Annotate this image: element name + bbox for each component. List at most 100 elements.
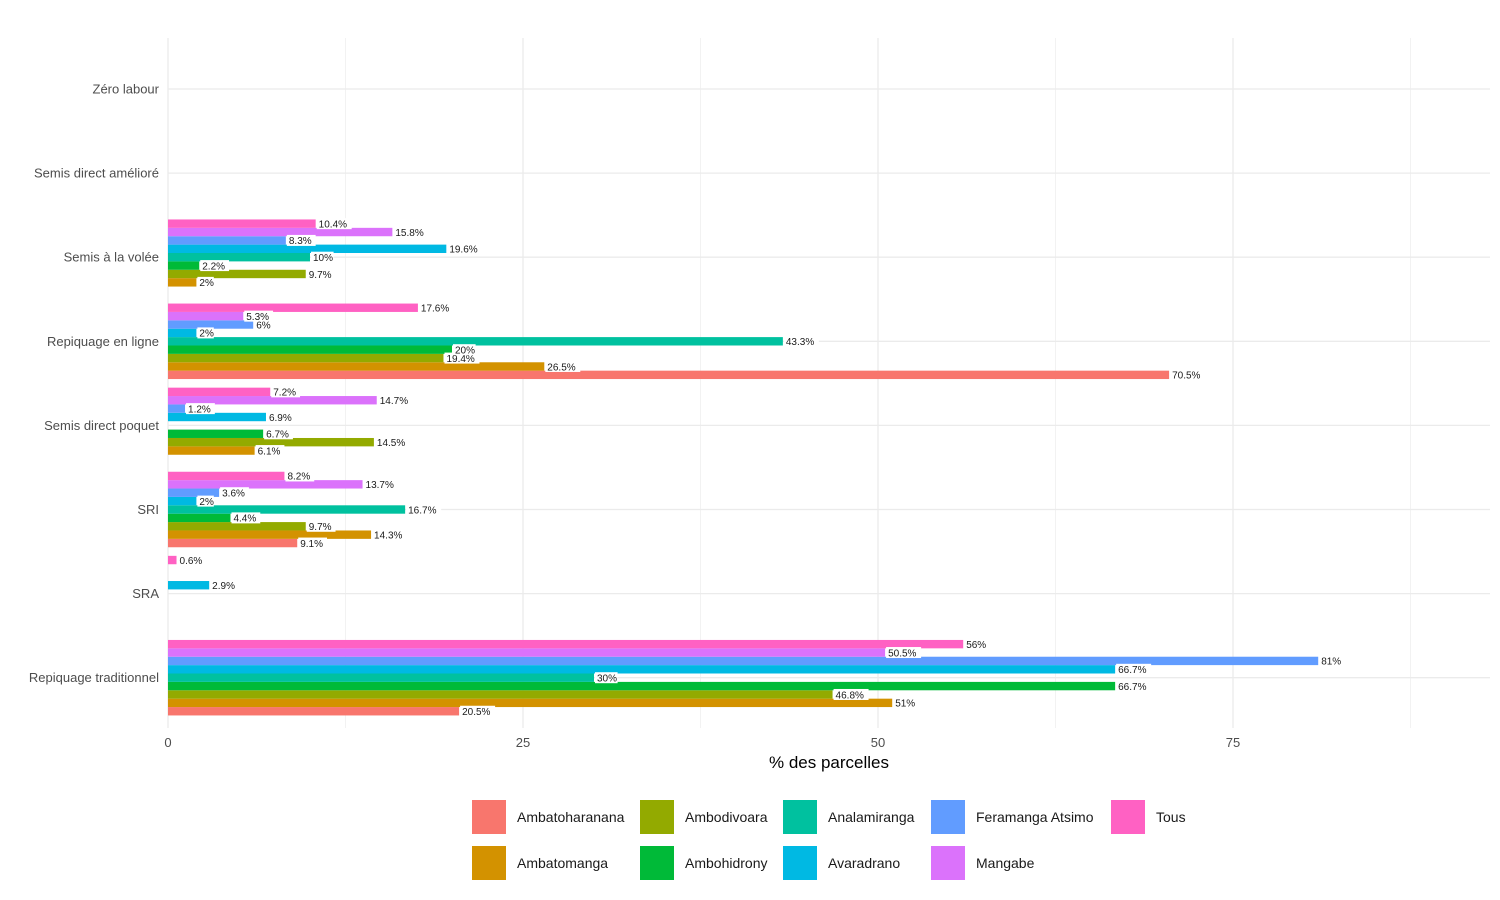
legend-key xyxy=(472,846,506,880)
bar xyxy=(168,227,393,237)
value-label-bg xyxy=(200,260,230,272)
bar xyxy=(168,581,210,590)
value-label-bg xyxy=(374,436,410,448)
value-label: 2% xyxy=(199,497,214,508)
value-label: 5.3% xyxy=(246,312,269,323)
value-label-bg xyxy=(363,478,399,490)
bar xyxy=(168,328,197,338)
value-label-bg xyxy=(264,428,293,440)
value-label-bg xyxy=(311,251,334,263)
legend-item: Avaradrano xyxy=(783,846,900,880)
x-axis-title: % des parcelles xyxy=(769,753,889,772)
y-tick-label: Semis direct poquet xyxy=(44,418,159,433)
bar xyxy=(168,656,1319,666)
legend-key xyxy=(783,800,817,834)
value-label-bg xyxy=(220,487,249,499)
value-label: 6.7% xyxy=(266,430,289,441)
y-tick-label: Semis à la volée xyxy=(64,250,159,265)
value-label: 50.5% xyxy=(888,648,916,659)
value-label-bg xyxy=(286,234,316,246)
value-label: 20.5% xyxy=(462,707,490,718)
bar xyxy=(168,269,306,279)
value-label-bg xyxy=(231,512,261,524)
y-tick-label: SRA xyxy=(132,586,159,601)
value-label-bg xyxy=(833,688,869,700)
value-label: 43.3% xyxy=(786,337,814,348)
legend-label: Ambodivoara xyxy=(685,809,768,825)
value-label-bg xyxy=(1116,663,1152,675)
legend-item: Ambatomanga xyxy=(472,846,608,880)
bar xyxy=(168,446,255,455)
bars-layer xyxy=(168,219,1319,716)
legend-item: Mangabe xyxy=(931,846,1034,880)
bar xyxy=(168,387,271,397)
value-label: 6.9% xyxy=(269,413,292,424)
value-label: 7.2% xyxy=(273,388,296,399)
value-label: 14.5% xyxy=(377,438,405,449)
bar xyxy=(168,278,197,287)
value-label-bg xyxy=(393,226,429,238)
value-label: 0.6% xyxy=(180,556,203,567)
bar xyxy=(168,513,231,523)
value-label: 14.7% xyxy=(380,396,408,407)
value-label-bg xyxy=(285,470,315,482)
value-label-bg xyxy=(197,327,214,339)
value-label-bg xyxy=(886,647,922,659)
bar xyxy=(168,673,594,682)
value-label-bg xyxy=(254,319,271,331)
value-label: 3.6% xyxy=(222,489,245,500)
value-label: 70.5% xyxy=(1172,371,1200,382)
legend-label: Tous xyxy=(1156,809,1186,825)
legend-key xyxy=(931,800,965,834)
bar xyxy=(168,530,372,539)
x-tick-label: 50 xyxy=(871,735,885,750)
value-label: 56% xyxy=(966,640,986,651)
value-label: 2.2% xyxy=(202,261,225,272)
bar xyxy=(168,404,186,413)
value-label-bg xyxy=(298,537,328,549)
value-label: 66.7% xyxy=(1118,665,1146,676)
value-label: 15.8% xyxy=(395,228,423,239)
bar xyxy=(168,496,197,506)
bar xyxy=(168,362,545,371)
value-label: 13.7% xyxy=(366,480,394,491)
value-labels-layer: 2% 9.7% 2.2% 10% 19.6% 8.3% 15.8% 10.4% 70.5% 26.… xyxy=(177,218,1342,718)
x-tick-label: 0 xyxy=(164,735,171,750)
value-label-bg xyxy=(306,268,336,280)
value-label: 9.7% xyxy=(309,270,332,281)
bar xyxy=(168,219,316,228)
value-label-bg xyxy=(377,394,413,406)
value-label: 2% xyxy=(199,329,214,340)
legend-item: Tous xyxy=(1111,800,1186,834)
legend-label: Analamiranga xyxy=(828,809,915,825)
bar xyxy=(168,253,310,262)
value-label: 66.7% xyxy=(1118,682,1146,693)
bar xyxy=(168,353,444,363)
value-label: 6.1% xyxy=(258,446,281,457)
y-tick-label: Semis direct amélioré xyxy=(34,166,159,181)
bar xyxy=(168,505,406,514)
value-label: 81% xyxy=(1321,657,1341,668)
legend-label: Ambohidrony xyxy=(685,855,768,871)
value-label-bg xyxy=(271,386,301,398)
y-tick-label: Repiquage en ligne xyxy=(47,334,159,349)
bar xyxy=(168,471,285,481)
bar xyxy=(168,480,363,489)
legend-key xyxy=(640,846,674,880)
bar xyxy=(168,665,1116,674)
value-label-bg xyxy=(306,520,336,532)
bar xyxy=(168,337,783,346)
value-label-bg xyxy=(197,276,214,288)
legend-key xyxy=(640,800,674,834)
bar xyxy=(168,236,286,245)
value-label-bg xyxy=(1116,680,1152,692)
bar xyxy=(168,412,266,422)
bar xyxy=(168,555,177,565)
x-tick-label: 25 xyxy=(516,735,530,750)
bar xyxy=(168,244,447,254)
value-label: 6% xyxy=(256,320,271,331)
y-tick-label: SRI xyxy=(137,502,159,517)
legend-key xyxy=(931,846,965,880)
value-label-bg xyxy=(460,705,496,717)
value-label: 9.1% xyxy=(300,539,323,550)
